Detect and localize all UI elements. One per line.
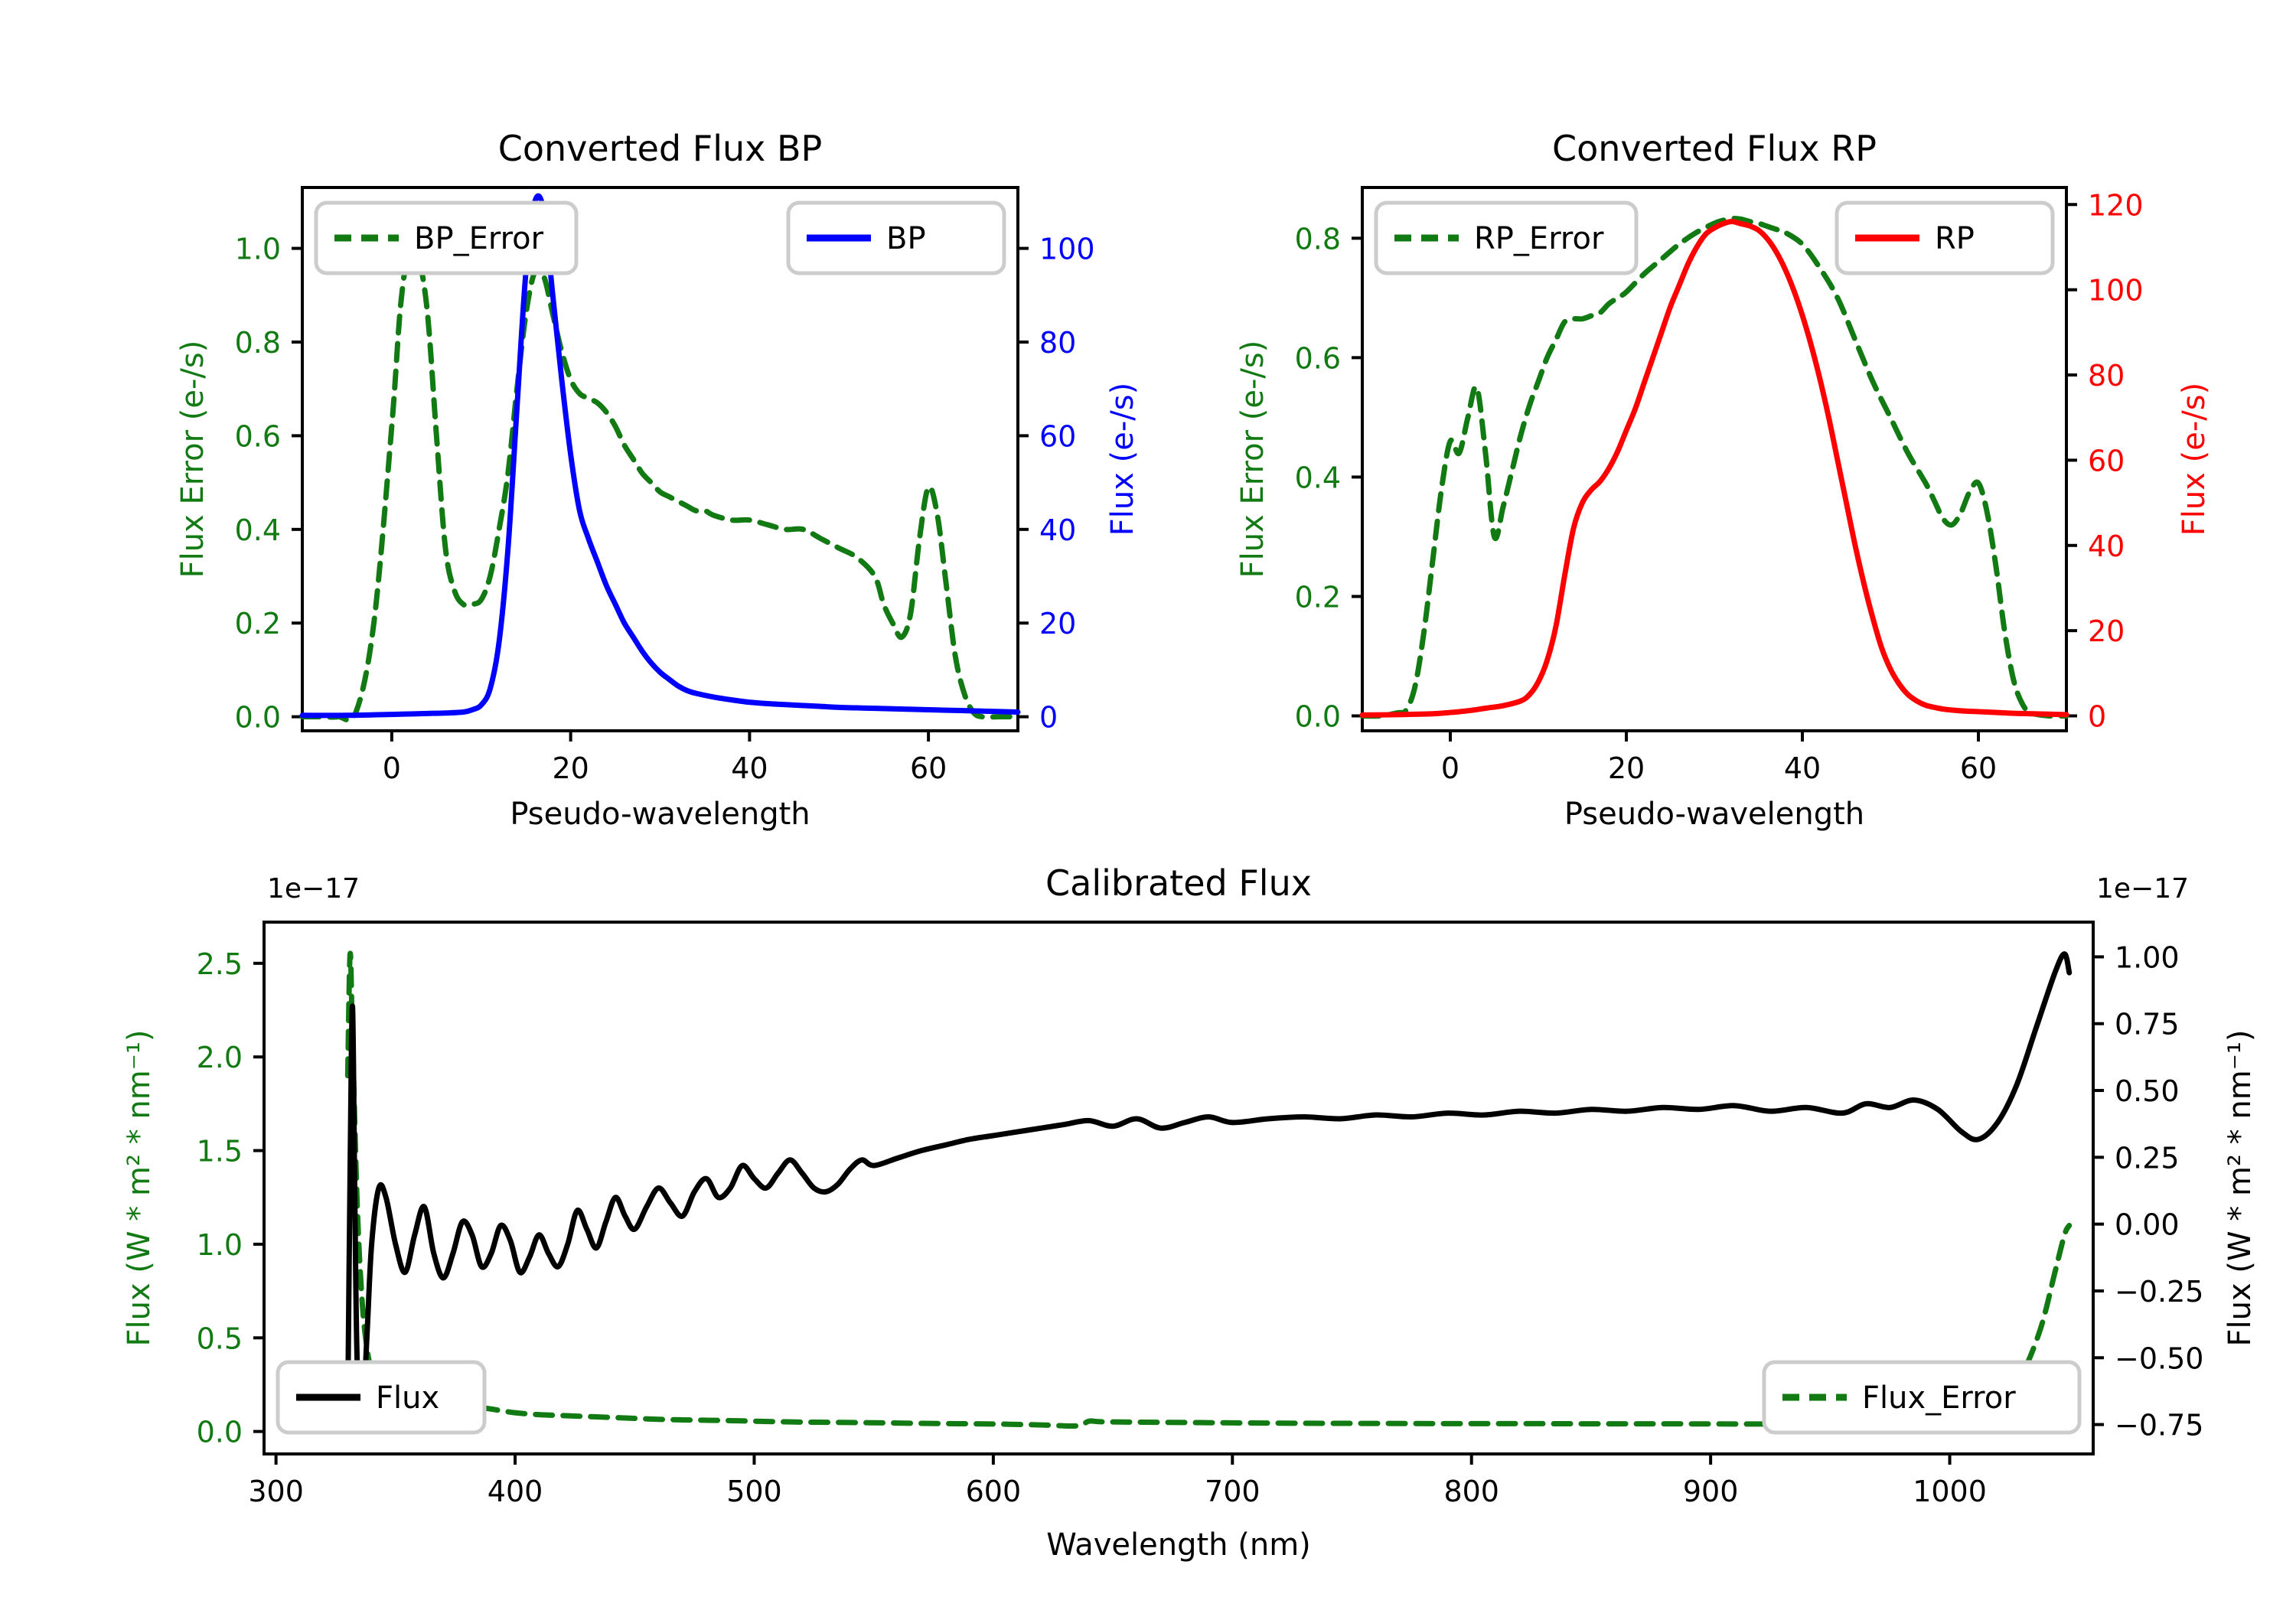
rp-flux-line [1359, 219, 2069, 718]
cal-xtick-label: 1000 [1913, 1475, 1987, 1508]
cal-legend-flux-box[interactable] [276, 1360, 487, 1435]
rp-y2tick-label: 20 [2088, 614, 2125, 648]
cal-xtick-label: 500 [726, 1475, 782, 1508]
rp-y2tick-label: 0 [2088, 700, 2106, 734]
cal-ytick-label: 2.5 [197, 947, 243, 981]
cal-y2tick-label: −0.25 [2115, 1275, 2203, 1309]
rp-xtick-label: 40 [1784, 751, 1821, 785]
cal-ytick-label: 2.0 [197, 1041, 243, 1074]
cal-axes-frame [263, 921, 2095, 1455]
cal-yaxis-label: Flux (W * m² * nm⁻¹) [122, 1030, 157, 1347]
bp-y2tick-label: 20 [1039, 607, 1076, 641]
cal-xtick-label: 300 [248, 1475, 304, 1508]
rp-y2tick-label: 60 [2088, 444, 2125, 478]
cal-flux-line [344, 951, 2073, 1426]
bp-xtick-label: 0 [383, 751, 401, 785]
bp-y2tick-label: 80 [1039, 326, 1076, 360]
cal-y2tick-label: 0.25 [2115, 1141, 2180, 1175]
cal-ytick-label: 1.5 [197, 1135, 243, 1169]
cal-legend-flux-label: Flux [376, 1380, 439, 1416]
bp-ytick-label: 0.6 [235, 419, 281, 453]
bp-legend-flux-box[interactable] [786, 200, 1006, 275]
cal-y2axis-label: Flux (W * m² * nm⁻¹) [2223, 1030, 2258, 1347]
bp-legend-flux-label: BP [886, 221, 926, 256]
bp-ytick-label: 0.0 [235, 701, 281, 735]
cal-y2tick-label: 0.00 [2115, 1208, 2180, 1242]
rp-y2tick-label: 80 [2088, 359, 2125, 393]
bp-xaxis-label: Pseudo-wavelength [510, 797, 810, 832]
cal-y2tick-label: 0.75 [2115, 1008, 2180, 1041]
cal-y2tick-label: 1.00 [2115, 940, 2180, 974]
rp-xaxis-label: Pseudo-wavelength [1564, 797, 1864, 832]
cal-ytick-label: 0.5 [197, 1322, 243, 1355]
rp-xtick-label: 20 [1608, 751, 1645, 785]
cal-left-offset-label: 1e−17 [267, 873, 360, 905]
cal-legend-error-label: Flux_Error [1862, 1380, 2016, 1416]
cal-y2tick-label: −0.75 [2115, 1409, 2203, 1442]
cal-ytick-label: 1.0 [197, 1228, 243, 1262]
rp-title: Converted Flux RP [1552, 128, 1877, 169]
bp-y2tick-label: 40 [1039, 513, 1076, 547]
cal-xtick-label: 600 [966, 1475, 1022, 1508]
bp-y2tick-label: 100 [1039, 233, 1095, 266]
rp-yaxis-label: Flux Error (e-/s) [1235, 341, 1270, 579]
rp-xtick-label: 0 [1441, 751, 1459, 785]
rp-y2axis-label: Flux (e-/s) [2177, 383, 2212, 536]
rp-xtick-label: 60 [1960, 751, 1997, 785]
bp-xtick-label: 60 [910, 751, 947, 785]
bp-y2tick-label: 60 [1039, 419, 1076, 453]
bp-ytick-label: 0.4 [235, 513, 281, 547]
cal-error-line [344, 950, 2073, 1429]
bp-yaxis-label: Flux Error (e-/s) [175, 341, 210, 579]
cal-legend-error-box[interactable] [1762, 1360, 2082, 1435]
rp-legend-flux-label: RP [1935, 221, 1975, 256]
bp-ytick-label: 1.0 [235, 233, 281, 266]
bp-ytick-label: 0.8 [235, 326, 281, 360]
bp-y2axis-label: Flux (e-/s) [1105, 383, 1140, 536]
bp-y2tick-label: 0 [1039, 701, 1058, 735]
rp-ytick-label: 0.6 [1295, 341, 1341, 375]
cal-xtick-label: 800 [1443, 1475, 1499, 1508]
cal-ytick-label: 0.0 [197, 1416, 243, 1449]
bp-legend-error-label: BP_Error [414, 221, 544, 256]
cal-title: Calibrated Flux [1045, 862, 1312, 904]
bp-xtick-label: 20 [552, 751, 589, 785]
cal-xtick-label: 700 [1205, 1475, 1261, 1508]
rp-ytick-label: 0.8 [1295, 222, 1341, 256]
bp-ytick-label: 0.2 [235, 607, 281, 641]
bp-xtick-label: 40 [731, 751, 768, 785]
rp-legend-flux-box[interactable] [1835, 200, 2055, 275]
cal-xtick-label: 900 [1683, 1475, 1739, 1508]
rp-y2tick-label: 100 [2088, 274, 2144, 308]
rp-y2tick-label: 120 [2088, 188, 2144, 222]
bp-legend-error-box[interactable] [314, 200, 579, 275]
rp-legend-error-label: RP_Error [1474, 221, 1604, 256]
rp-legend-error-box[interactable] [1374, 200, 1639, 275]
rp-ytick-label: 0.0 [1295, 699, 1341, 733]
cal-y2tick-label: 0.50 [2115, 1074, 2180, 1108]
cal-y2tick-label: −0.50 [2115, 1341, 2203, 1375]
cal-right-offset-label: 1e−17 [2096, 873, 2189, 905]
bp-title: Converted Flux BP [498, 128, 823, 169]
bp-flux-line [299, 193, 1021, 719]
cal-xaxis-label: Wavelength (nm) [1046, 1527, 1311, 1563]
rp-y2tick-label: 40 [2088, 530, 2125, 563]
bp-error-line [299, 242, 1021, 723]
cal-xtick-label: 400 [488, 1475, 543, 1508]
rp-ytick-label: 0.2 [1295, 580, 1341, 614]
rp-ytick-label: 0.4 [1295, 461, 1341, 494]
rp-error-line [1359, 215, 2069, 719]
bp-axes-frame [301, 186, 1019, 732]
